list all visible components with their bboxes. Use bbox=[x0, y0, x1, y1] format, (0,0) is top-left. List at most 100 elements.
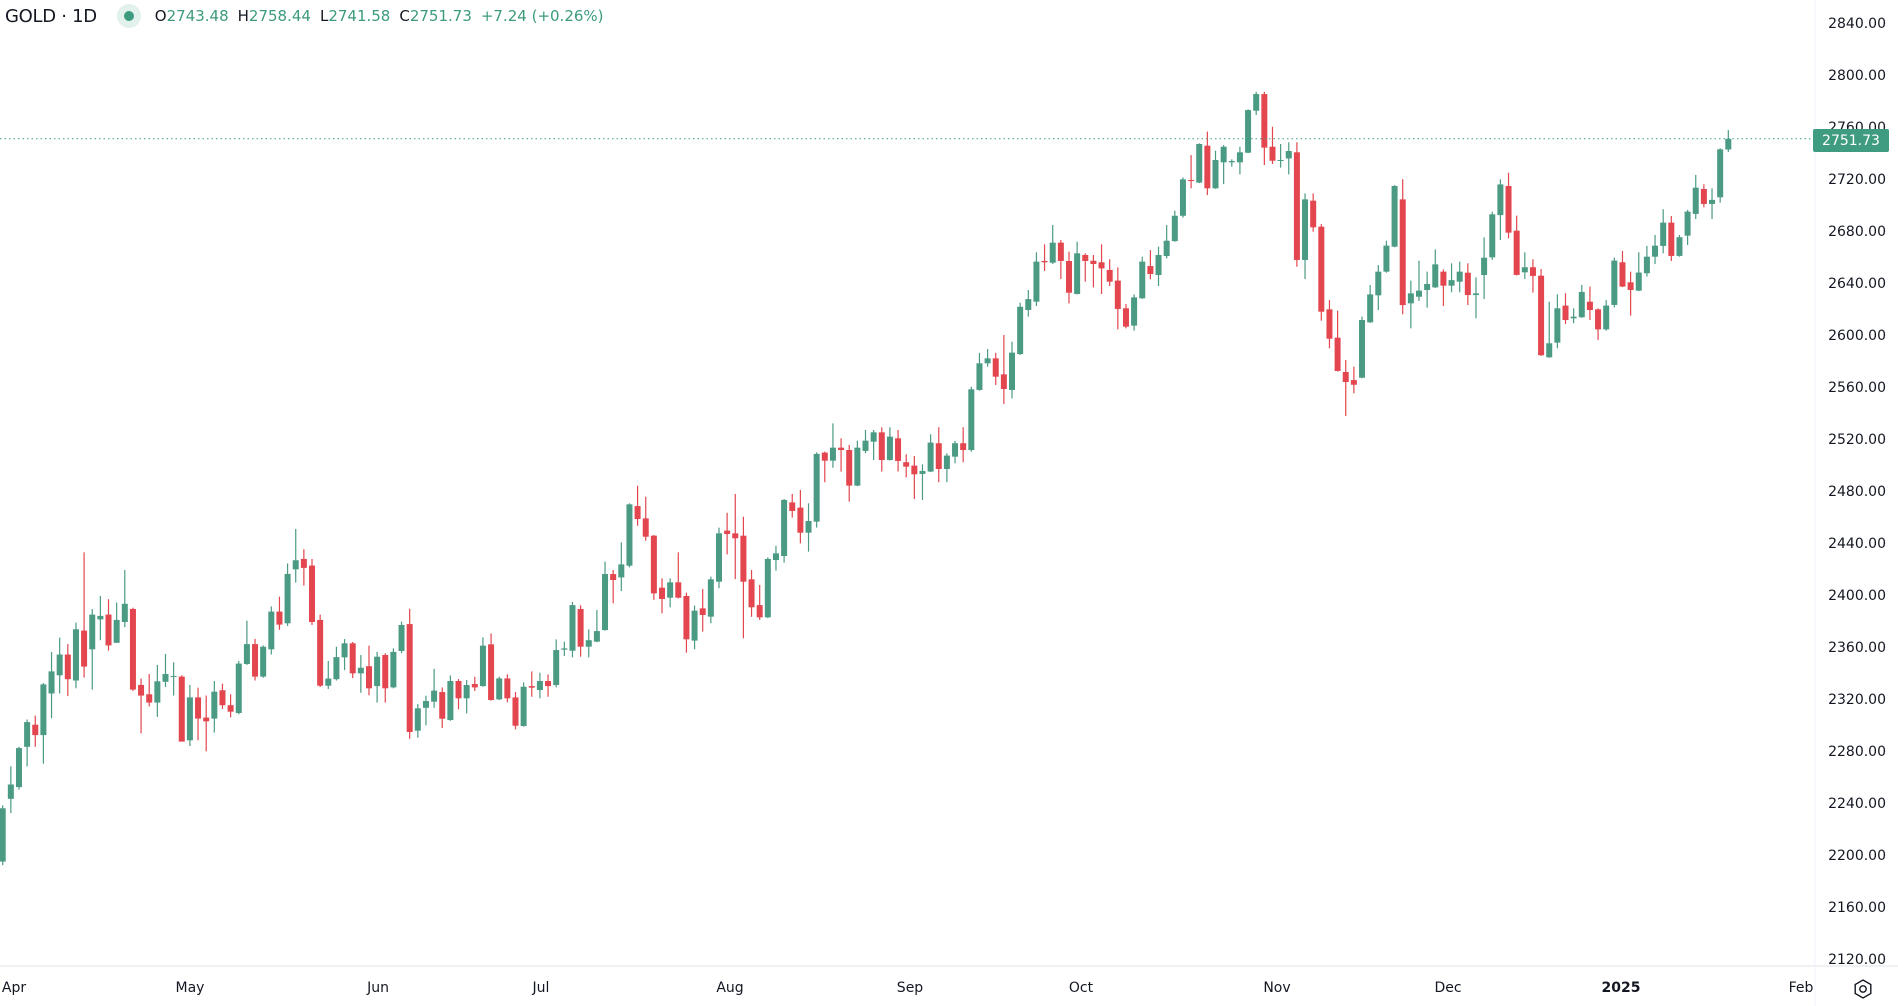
candle-body bbox=[1513, 230, 1520, 275]
candle bbox=[1033, 252, 1040, 306]
candle bbox=[536, 672, 543, 699]
candle-body bbox=[1578, 291, 1585, 318]
candle-body bbox=[813, 453, 820, 522]
candle-body bbox=[138, 684, 145, 696]
chart-legend: GOLD · 1D O2743.48 H2758.44 L2741.58 C27… bbox=[5, 4, 604, 28]
market-open-dot-icon bbox=[116, 4, 141, 28]
candle-body bbox=[1432, 264, 1439, 288]
candle-body bbox=[772, 553, 779, 560]
candle-body bbox=[577, 609, 584, 647]
candle-body bbox=[97, 615, 104, 620]
candle bbox=[382, 653, 389, 703]
candle bbox=[268, 606, 275, 655]
price-tick-label: 2520.00 bbox=[1828, 432, 1886, 448]
time-tick-label: Feb bbox=[1788, 980, 1814, 996]
candle-body bbox=[292, 560, 299, 570]
candle-body bbox=[512, 697, 519, 726]
candle-body bbox=[235, 663, 242, 713]
candle bbox=[846, 444, 853, 502]
candle bbox=[325, 661, 332, 689]
candle-body bbox=[1538, 275, 1545, 356]
candle bbox=[960, 427, 967, 463]
candle bbox=[1375, 265, 1382, 310]
candle bbox=[365, 645, 372, 696]
candle-body bbox=[862, 440, 869, 451]
candle bbox=[691, 605, 698, 650]
candle bbox=[683, 592, 690, 653]
candle bbox=[1464, 263, 1471, 306]
candle-body bbox=[439, 692, 446, 719]
candle-body bbox=[1212, 159, 1219, 189]
candle bbox=[40, 683, 47, 764]
candle bbox=[1472, 277, 1479, 319]
candle bbox=[1383, 240, 1390, 273]
candle-body bbox=[618, 564, 625, 578]
time-tick-label: Aug bbox=[716, 980, 744, 996]
candle bbox=[105, 599, 112, 651]
price-tick-label: 2720.00 bbox=[1828, 172, 1886, 188]
candle-body bbox=[1359, 320, 1366, 378]
candle-body bbox=[333, 657, 340, 680]
candle-body bbox=[585, 640, 592, 647]
candle bbox=[1147, 250, 1154, 280]
high-value: H2758.44 bbox=[237, 7, 311, 25]
candle bbox=[113, 602, 120, 643]
candle-body bbox=[349, 643, 356, 674]
candle-body bbox=[1236, 152, 1243, 163]
candle-body bbox=[1090, 260, 1097, 264]
candle bbox=[1090, 255, 1097, 288]
candle bbox=[129, 607, 136, 691]
candle bbox=[1676, 234, 1683, 257]
candle bbox=[634, 485, 641, 526]
candle-body bbox=[260, 646, 267, 677]
candle-body bbox=[1725, 138, 1732, 150]
candle bbox=[1660, 209, 1667, 254]
candle-body bbox=[1057, 242, 1064, 261]
candle bbox=[1098, 244, 1105, 295]
candle bbox=[1269, 126, 1276, 165]
candle-body bbox=[243, 644, 250, 664]
candle-body bbox=[48, 671, 55, 694]
time-tick-label: Oct bbox=[1068, 980, 1094, 996]
candle bbox=[1236, 146, 1243, 175]
candle bbox=[1652, 234, 1659, 264]
candle bbox=[618, 542, 625, 592]
candle bbox=[1049, 224, 1056, 264]
candle-body bbox=[1082, 255, 1089, 261]
price-tick-label: 2440.00 bbox=[1828, 536, 1886, 552]
candle-body bbox=[984, 358, 991, 364]
candle-body bbox=[1562, 305, 1569, 321]
candle-body bbox=[162, 674, 169, 682]
candle-body bbox=[1407, 293, 1414, 304]
gear-icon[interactable] bbox=[1852, 978, 1874, 1000]
candle bbox=[1196, 143, 1203, 184]
candle-body bbox=[203, 717, 210, 722]
candle-body bbox=[1481, 257, 1488, 276]
candle bbox=[781, 499, 788, 563]
candle-body bbox=[1619, 262, 1626, 287]
candle-body bbox=[927, 442, 934, 472]
symbol-title[interactable]: GOLD · 1D bbox=[5, 5, 97, 27]
candle bbox=[97, 596, 104, 641]
candle bbox=[170, 662, 177, 696]
candle bbox=[186, 684, 193, 747]
candle bbox=[72, 622, 79, 689]
candle bbox=[1700, 184, 1707, 208]
candle-body bbox=[659, 587, 666, 599]
candle bbox=[333, 646, 340, 681]
candle-body bbox=[374, 656, 381, 687]
candle bbox=[1562, 293, 1569, 324]
candle bbox=[829, 423, 836, 468]
candle-body bbox=[0, 808, 6, 862]
candle-body bbox=[976, 363, 983, 390]
candle bbox=[1310, 193, 1317, 232]
candle bbox=[471, 676, 478, 692]
candle bbox=[569, 601, 576, 658]
candle bbox=[561, 641, 568, 657]
candle bbox=[349, 642, 356, 679]
candle bbox=[1318, 224, 1325, 321]
candle-body bbox=[227, 705, 234, 712]
candle-body bbox=[89, 614, 96, 650]
candle bbox=[626, 503, 633, 568]
